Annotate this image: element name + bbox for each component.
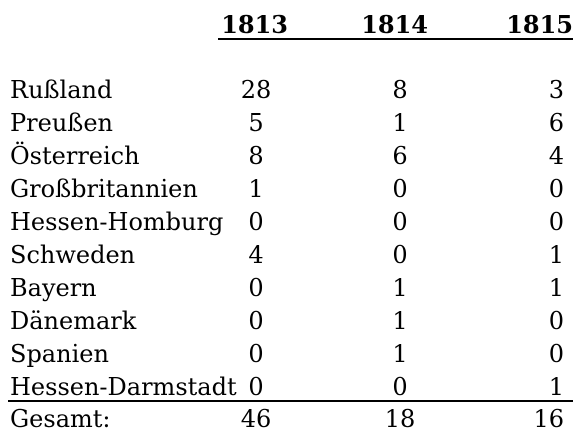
value-1813: 4 xyxy=(248,241,264,269)
total-label: Gesamt: xyxy=(10,405,111,433)
row-country: Rußland xyxy=(10,76,113,104)
value-1813: 0 xyxy=(248,274,264,302)
value-1813: 28 xyxy=(240,76,272,104)
value-1814: 6 xyxy=(392,142,408,170)
value-1814: 0 xyxy=(392,373,408,401)
value-1813: 1 xyxy=(248,175,264,203)
total-1813: 46 xyxy=(240,405,272,433)
total-separator-line xyxy=(8,400,573,402)
header-underline xyxy=(218,38,573,40)
table-row: Österreich 8 6 4 xyxy=(0,140,587,173)
table-row: Hessen-Darmstadt 0 0 1 xyxy=(0,371,587,404)
value-1815: 1 xyxy=(548,274,564,302)
value-1814: 1 xyxy=(392,340,408,368)
value-1814: 1 xyxy=(392,274,408,302)
row-country: Schweden xyxy=(10,241,136,269)
value-1815: 0 xyxy=(548,208,564,236)
row-country: Hessen-Homburg xyxy=(10,208,224,236)
table-row: Preußen 5 1 6 xyxy=(0,107,587,140)
value-1815: 0 xyxy=(548,175,564,203)
value-1813: 0 xyxy=(248,307,264,335)
value-1815: 3 xyxy=(548,76,564,104)
table-row: Dänemark 0 1 0 xyxy=(0,305,587,338)
value-1815: 6 xyxy=(548,109,564,137)
value-1814: 8 xyxy=(392,76,408,104)
value-1815: 4 xyxy=(548,142,564,170)
table-row: Bayern 0 1 1 xyxy=(0,272,587,305)
total-row: Gesamt: 46 18 16 xyxy=(0,403,587,436)
row-country: Bayern xyxy=(10,274,97,302)
value-1815: 0 xyxy=(548,307,564,335)
value-1814: 0 xyxy=(392,208,408,236)
value-1813: 8 xyxy=(248,142,264,170)
value-1814: 1 xyxy=(392,109,408,137)
total-1814: 18 xyxy=(384,405,416,433)
value-1814: 0 xyxy=(392,175,408,203)
row-country: Dänemark xyxy=(10,307,137,335)
row-country: Preußen xyxy=(10,109,113,137)
header-year-1814: 1814 xyxy=(361,10,428,39)
row-country: Hessen-Darmstadt xyxy=(10,373,237,401)
total-1815: 16 xyxy=(533,405,564,433)
table-body: Rußland 28 8 3 Preußen 5 1 6 Österreich … xyxy=(0,74,587,404)
value-1813: 0 xyxy=(248,373,264,401)
row-country: Spanien xyxy=(10,340,109,368)
table-row: Großbritannien 1 0 0 xyxy=(0,173,587,206)
year-header-row: 1813 1814 1815 xyxy=(218,10,573,40)
value-1814: 1 xyxy=(392,307,408,335)
table-row: Hessen-Homburg 0 0 0 xyxy=(0,206,587,239)
row-country: Österreich xyxy=(10,142,140,170)
value-1815: 1 xyxy=(548,241,564,269)
header-year-1813: 1813 xyxy=(221,10,288,39)
row-country: Großbritannien xyxy=(10,175,198,203)
value-1813: 0 xyxy=(248,208,264,236)
value-1813: 5 xyxy=(248,109,264,137)
table-row: Spanien 0 1 0 xyxy=(0,338,587,371)
value-1815: 1 xyxy=(548,373,564,401)
value-1815: 0 xyxy=(548,340,564,368)
header-year-1815: 1815 xyxy=(506,10,573,39)
table-row: Rußland 28 8 3 xyxy=(0,74,587,107)
value-1813: 0 xyxy=(248,340,264,368)
value-1814: 0 xyxy=(392,241,408,269)
table-row: Schweden 4 0 1 xyxy=(0,239,587,272)
